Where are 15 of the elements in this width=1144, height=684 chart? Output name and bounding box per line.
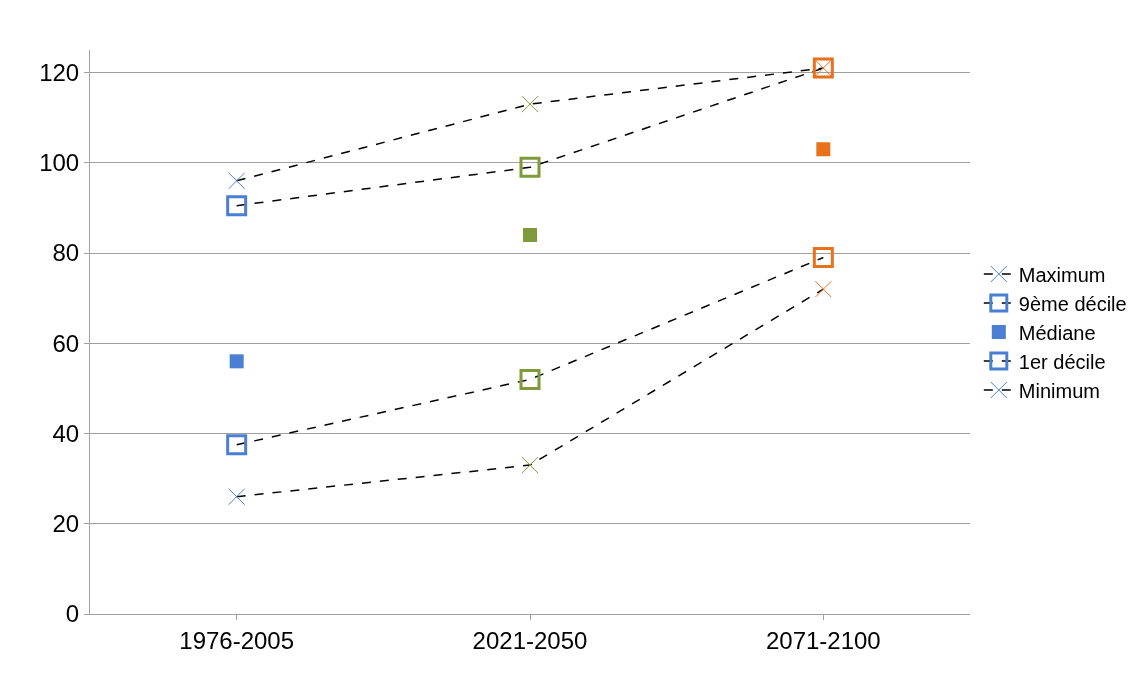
y-tick-label: 20 [52,510,80,538]
y-tick-label: 120 [39,58,80,86]
y-tick-label: 80 [52,239,80,267]
y-tick-label: 100 [39,149,80,177]
y-tick-label: 40 [52,419,80,447]
x-tick-label: 1976-2005 [179,626,295,654]
legend-label: Médiane [1018,321,1096,344]
x-tick-label: 2071-2100 [765,626,881,654]
y-tick-label: 0 [65,600,80,628]
legend-label: 1er décile [1018,350,1106,373]
y-tick-label: 60 [52,329,80,357]
legend-label: 9ème décile [1018,292,1127,315]
legend-label: Minimum [1018,379,1100,402]
x-tick-label: 2021-2050 [472,626,588,654]
legend-label: Maximum [1018,263,1106,286]
